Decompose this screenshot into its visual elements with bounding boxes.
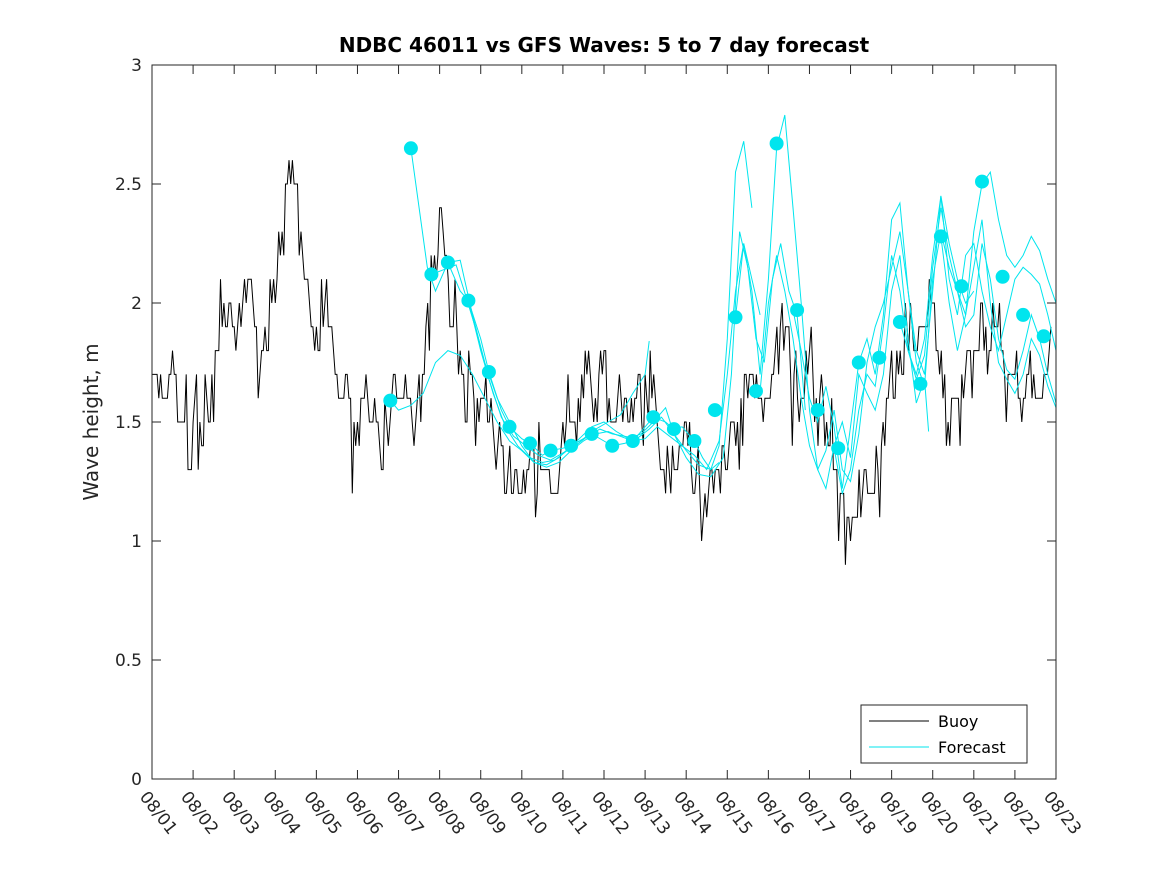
forecast-line-11 (940, 219, 1057, 408)
forecast-point-27 (933, 229, 948, 244)
forecast-point-28 (954, 279, 969, 294)
forecast-point-25 (892, 315, 907, 329)
legend-forecast-label: Forecast (938, 738, 1006, 757)
forecast-point-20 (790, 303, 805, 318)
forecast-point-21 (810, 403, 825, 418)
y-tick-label: 2.5 (115, 175, 142, 195)
y-axis-label: Wave height, m (79, 343, 103, 500)
y-tick-label: 3 (131, 56, 142, 76)
forecast-line-5 (693, 141, 753, 471)
forecast-point-12 (625, 434, 640, 448)
forecast-point-7 (523, 436, 537, 451)
forecast-point-14 (666, 422, 681, 437)
y-tick-label: 1 (131, 532, 142, 552)
forecast-point-30 (995, 269, 1010, 284)
forecast-point-16 (707, 403, 722, 418)
legend: Buoy Forecast (860, 704, 1028, 764)
series-group (152, 114, 1057, 565)
plot-frame (151, 64, 1057, 780)
forecast-point-11 (605, 438, 620, 453)
forecast-point-1 (403, 141, 418, 156)
forecast-point-31 (1016, 307, 1031, 322)
forecast-point-22 (831, 441, 846, 456)
axis-ticks (151, 64, 1057, 780)
y-tick-label: 2 (131, 294, 142, 314)
forecast-point-6 (502, 419, 517, 434)
forecast-point-3 (440, 255, 455, 270)
forecast-point-32 (1036, 329, 1051, 344)
forecast-point-4 (461, 293, 476, 308)
forecast-line-3 (447, 243, 761, 471)
forecast-point-17 (728, 310, 743, 325)
forecast-point-19 (769, 136, 784, 151)
buoy-line (152, 160, 1052, 565)
forecast-line-10 (899, 207, 1057, 404)
forecast-point-29 (975, 174, 989, 189)
forecast-point-13 (646, 410, 661, 425)
y-tick-labels: 0 0.5 1 1.5 2 2.5 3 (115, 56, 142, 790)
forecast-point-9 (564, 438, 579, 453)
forecast-point-5 (481, 365, 496, 379)
forecast-line-0 (389, 341, 650, 466)
forecast-point-8 (543, 443, 558, 458)
chart-title: NDBC 46011 vs GFS Waves: 5 to 7 day fore… (339, 33, 870, 57)
forecast-point-23 (851, 355, 866, 370)
forecast-point-0 (383, 393, 398, 408)
legend-box (860, 704, 1028, 764)
y-tick-label: 1.5 (115, 413, 142, 433)
forecast-point-15 (687, 434, 702, 448)
forecast-point-18 (749, 384, 763, 399)
forecast-point-26 (913, 376, 928, 391)
legend-buoy-label: Buoy (938, 712, 978, 731)
y-tick-label: 0 (131, 770, 142, 790)
y-tick-label: 0.5 (115, 651, 142, 671)
forecast-point-10 (584, 426, 599, 441)
forecast-point-2 (424, 267, 439, 282)
forecast-point-24 (872, 350, 887, 365)
